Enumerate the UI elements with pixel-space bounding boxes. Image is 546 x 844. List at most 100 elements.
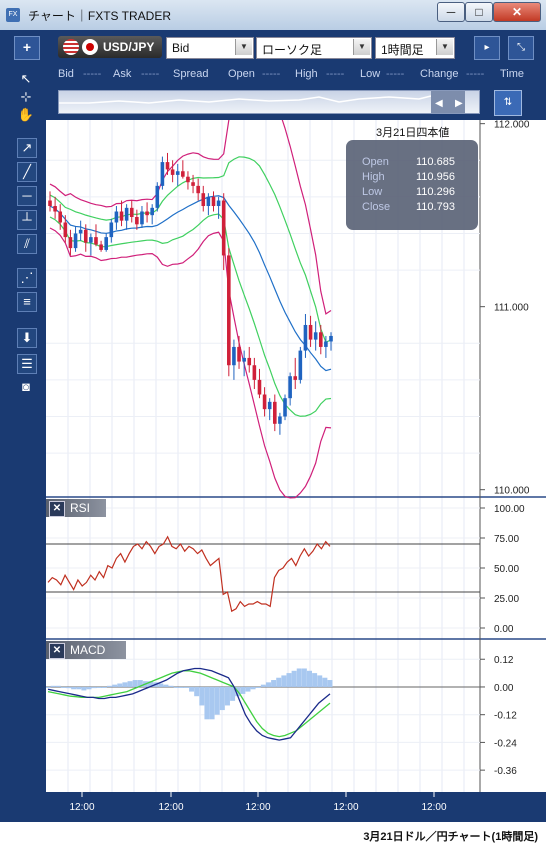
symbol-label: USD/JPY [103, 40, 155, 54]
macd-histogram-bar [240, 686, 246, 694]
chart-svg[interactable]: 112.000 111.000 110.000 100.00 75.00 50.00 25.… [45, 78, 546, 822]
minimize-button[interactable]: ─ [437, 2, 465, 22]
candle-body [303, 324, 308, 351]
low-value: ----- [386, 68, 405, 80]
add-chart-button[interactable]: + [14, 36, 40, 60]
ask-label: Ask [113, 68, 132, 80]
vertical-line-icon[interactable]: ┴ [17, 210, 37, 230]
marker-tool-icon[interactable]: ↗ [17, 138, 37, 158]
x-tick-label: 12:00 [333, 802, 358, 813]
candle-body [48, 200, 52, 207]
candle-body [160, 162, 165, 186]
macd-histogram-bar [168, 685, 174, 687]
tooltip-close-value: 110.793 [416, 201, 455, 213]
close-macd-button[interactable]: ✕ [49, 643, 65, 659]
title-bar: FX チャート｜FXTS TRADER ─ □ ✕ [0, 0, 546, 30]
macd-histogram-bar [245, 686, 251, 692]
y-tick-label: 110.000 [494, 486, 530, 497]
list-icon[interactable]: ☰ [17, 354, 37, 374]
candle-body [252, 365, 257, 380]
price-type-dropdown[interactable]: Bid ▼ [166, 37, 254, 59]
symbol-selector[interactable]: USD/JPY [58, 36, 162, 58]
macd-panel-title: MACD [70, 643, 106, 657]
candle-body [232, 346, 236, 366]
candle-body [78, 229, 83, 234]
app-icon: FX [6, 8, 20, 22]
macd-histogram-bar [260, 684, 266, 687]
window-title: チャート｜FXTS TRADER [28, 9, 172, 23]
macd-histogram-bar [209, 686, 215, 720]
tooltip-open-label: Open [362, 156, 389, 168]
fibonacci-retracement-icon[interactable]: ≡ [17, 292, 37, 312]
macd-histogram-bar [306, 670, 312, 687]
candle-body [211, 196, 216, 207]
macd-histogram-bar [183, 686, 189, 688]
macd-histogram-bar [96, 686, 102, 688]
change-label: Change [420, 68, 459, 80]
macd-histogram-bar [271, 680, 277, 687]
macd-histogram-bar [276, 677, 282, 687]
macd-histogram-bar [55, 685, 61, 687]
tooltip-close-label: Close [362, 201, 391, 213]
fibonacci-fan-icon[interactable]: ⋰ [17, 268, 37, 288]
macd-histogram-bar [163, 684, 169, 687]
macd-histogram-bar [286, 673, 292, 687]
candle-body [308, 324, 313, 340]
horizontal-line-icon[interactable]: ─ [17, 186, 37, 206]
candle-body [186, 176, 190, 183]
candle-body [175, 171, 180, 175]
spread-label: Spread [173, 68, 209, 80]
rsi-panel-header: ✕ RSI [46, 499, 106, 517]
cross-pointer-icon[interactable]: ⊹ [20, 89, 32, 104]
close-rsi-button[interactable]: ✕ [49, 501, 65, 517]
macd-histogram-bar [132, 680, 138, 687]
candle-body [267, 401, 272, 410]
download-icon[interactable]: ⬇ [17, 328, 37, 348]
x-axis-band [46, 792, 546, 822]
close-button[interactable]: ✕ [493, 2, 541, 22]
y-tick-label: 50.00 [494, 564, 519, 575]
candle-body [257, 379, 262, 395]
y-tick-label: -0.24 [494, 738, 517, 749]
overview-navigator[interactable]: ◀ ▶ [58, 90, 480, 114]
macd-histogram-bar [117, 683, 123, 687]
channel-line-icon[interactable]: ⫽ [17, 234, 37, 254]
scroll-latest-button[interactable]: ⇅ [494, 90, 522, 116]
navigator-window[interactable] [431, 91, 465, 113]
macd-histogram-bar [112, 684, 118, 687]
camera-icon[interactable]: ◙ [22, 379, 30, 394]
candle-body [196, 185, 200, 194]
macd-histogram-bar [158, 683, 164, 687]
bid-label: Bid [58, 68, 74, 80]
candle-body [68, 237, 73, 249]
candle-body [288, 376, 292, 399]
bid-value: ----- [83, 68, 102, 80]
macd-histogram-bar [291, 670, 297, 687]
y-tick-label: 100.00 [494, 504, 525, 515]
macd-histogram-bar [60, 686, 66, 688]
candle-body [318, 332, 323, 347]
chevron-down-icon: ▼ [436, 39, 453, 55]
open-label: Open [228, 68, 255, 80]
hand-icon[interactable]: ✋ [17, 107, 35, 122]
macd-histogram-bar [50, 685, 56, 687]
panel-toggle-button[interactable]: ▸ [474, 36, 500, 60]
tooltip-high-label: High [362, 171, 385, 183]
candle-body [273, 401, 277, 424]
open-value: ----- [262, 68, 281, 80]
candle-body [201, 193, 206, 207]
timeframe-dropdown[interactable]: 1時間足 ▼ [375, 37, 455, 59]
maximize-button[interactable]: □ [465, 2, 493, 22]
candle-body [140, 211, 144, 225]
trend-line-icon[interactable]: ╱ [17, 162, 37, 182]
chart-type-dropdown[interactable]: ローソク足 ▼ [256, 37, 372, 59]
candle-body [129, 207, 134, 217]
chart-area[interactable]: 112.000 111.000 110.000 100.00 75.00 50.00 25.… [45, 78, 546, 822]
detach-window-button[interactable]: ⤡ [508, 36, 534, 60]
x-tick-label: 12:00 [69, 802, 94, 813]
macd-histogram-bar [127, 681, 133, 687]
candle-body [181, 171, 185, 177]
chevron-down-icon: ▼ [235, 39, 252, 55]
candle-body [135, 216, 139, 225]
pointer-icon[interactable]: ↖ [20, 71, 32, 86]
